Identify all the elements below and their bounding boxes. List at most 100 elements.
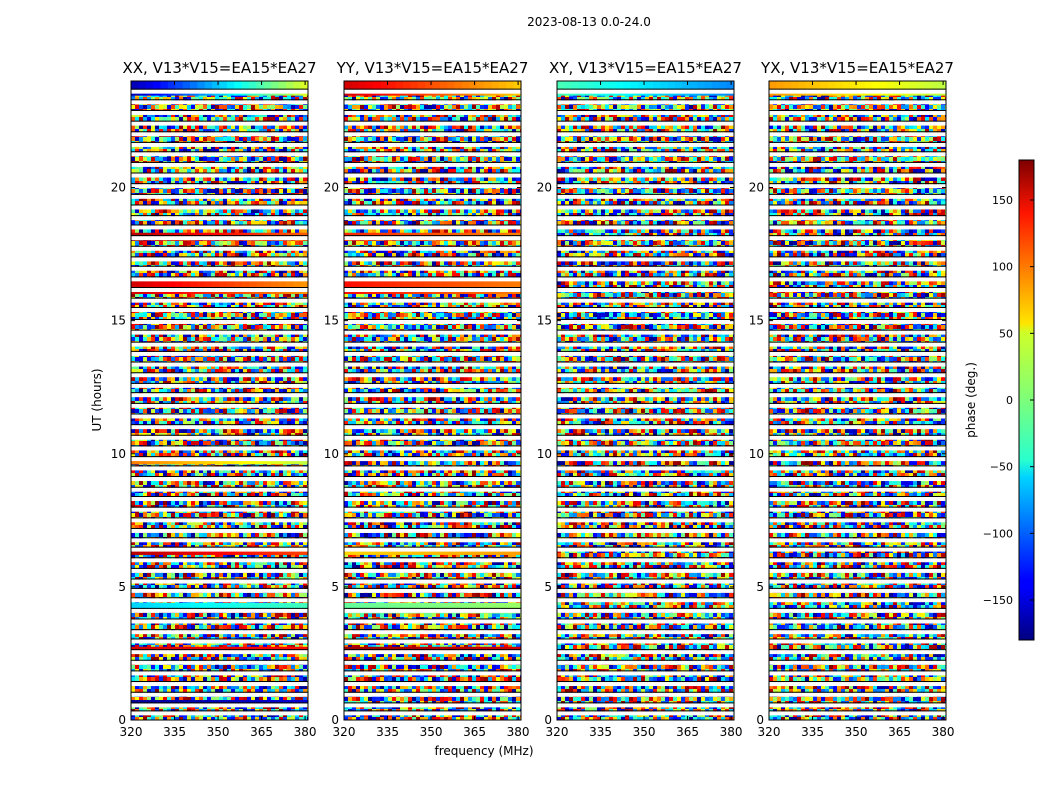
flagged-gap xyxy=(557,477,734,482)
flagged-gap xyxy=(557,351,734,356)
coherent-band-cell xyxy=(300,602,308,611)
flagged-gap xyxy=(344,457,521,462)
flagged-gap xyxy=(769,579,946,584)
flagged-gap xyxy=(557,414,734,419)
flagged-gap xyxy=(344,703,521,708)
flagged-gap xyxy=(344,257,521,262)
flagged-gap xyxy=(131,425,308,430)
coherent-band-cell xyxy=(395,81,404,96)
coherent-band-cell xyxy=(131,602,140,611)
coherent-band-cell xyxy=(498,81,508,96)
flagged-gap xyxy=(557,121,734,126)
flagged-gap xyxy=(131,403,308,408)
coherent-band-cell xyxy=(513,81,521,96)
y-tick-label: 15 xyxy=(537,314,552,328)
flagged-gap xyxy=(769,518,946,523)
flagged-gap xyxy=(131,132,308,137)
flagged-gap xyxy=(769,446,946,451)
coherent-band-cell xyxy=(916,81,925,96)
flagged-gap xyxy=(769,682,946,687)
flagged-gap xyxy=(769,650,946,655)
coherent-band-cell xyxy=(645,81,654,96)
coherent-band-cell xyxy=(820,81,829,96)
flagged-gap xyxy=(131,121,308,126)
coherent-band-cell xyxy=(593,81,603,96)
coherent-band-cell xyxy=(175,602,184,611)
coherent-band-cell xyxy=(285,81,295,96)
coherent-band-cell xyxy=(212,81,221,96)
flagged-gap xyxy=(557,466,734,471)
x-tick-label: 320 xyxy=(333,725,356,739)
y-tick-label: 10 xyxy=(324,447,339,461)
coherent-band-cell xyxy=(652,81,662,96)
flagged-gap xyxy=(131,630,308,635)
flagged-gap xyxy=(131,457,308,462)
flagged-gap xyxy=(557,538,734,543)
coherent-band-cell xyxy=(182,602,191,611)
flagged-gap xyxy=(557,568,734,573)
panels-group: XX, V13*V15=EA15*EA27 320 335 350 365 380 0 5 10… xyxy=(111,59,955,739)
flagged-gap xyxy=(344,558,521,563)
y-tick-label: 20 xyxy=(324,181,339,195)
coherent-band-cell xyxy=(263,81,273,96)
x-tick-label: 365 xyxy=(888,725,911,739)
coherent-band-cell xyxy=(351,81,360,96)
coherent-band-cell xyxy=(167,602,177,611)
flagged-gap xyxy=(557,435,734,440)
flagged-gap xyxy=(557,639,734,644)
colorbar-tick-label: −50 xyxy=(990,461,1013,474)
coherent-band-cell xyxy=(805,81,815,96)
coherent-band-cell xyxy=(682,81,691,96)
flagged-gap xyxy=(131,184,308,189)
x-tick-label: 350 xyxy=(845,725,868,739)
flagged-gap xyxy=(769,100,946,105)
flagged-gap xyxy=(769,703,946,708)
flagged-gap xyxy=(344,100,521,105)
flagged-gap xyxy=(557,630,734,635)
x-tick-label: 365 xyxy=(463,725,486,739)
flagged-gap xyxy=(769,362,946,367)
coherent-band-cell xyxy=(557,81,566,96)
figure-title: 2023-08-13 0.0-24.0 xyxy=(527,15,651,29)
flagged-gap xyxy=(769,216,946,221)
flagged-gap xyxy=(131,579,308,584)
flagged-gap xyxy=(557,288,734,293)
coherent-band-cell xyxy=(190,602,199,611)
coherent-band-cell xyxy=(608,81,617,96)
coherent-band-cell xyxy=(828,81,837,96)
flagged-gap xyxy=(131,466,308,471)
flagged-gap xyxy=(344,568,521,573)
flagged-gap xyxy=(344,608,521,613)
y-tick-label: 0 xyxy=(544,713,552,727)
coherent-band-cell xyxy=(894,81,903,96)
flagged-gap xyxy=(557,319,734,324)
coherent-band-cell xyxy=(131,81,140,96)
colorbar-tick-label: 150 xyxy=(992,194,1013,207)
coherent-band-cell xyxy=(366,81,375,96)
flagged-gap xyxy=(557,446,734,451)
flagged-gap xyxy=(557,703,734,708)
flagged-gap xyxy=(131,660,308,665)
y-tick-label: 10 xyxy=(111,447,126,461)
coherent-band-cell xyxy=(901,81,911,96)
flagged-gap xyxy=(131,671,308,676)
flagged-gap xyxy=(344,660,521,665)
flagged-gap xyxy=(557,257,734,262)
panel-yy: YY, V13*V15=EA15*EA27 320 335 350 365 380 0 5 10… xyxy=(324,59,530,739)
flagged-gap xyxy=(769,660,946,665)
flagged-gap xyxy=(344,414,521,419)
coherent-band-cell xyxy=(798,81,807,96)
coherent-band-cell xyxy=(388,81,397,96)
flagged-gap xyxy=(344,528,521,533)
colorbar-tick-label: 50 xyxy=(999,327,1013,340)
x-tick-label: 380 xyxy=(720,725,743,739)
coherent-band-cell xyxy=(675,81,684,96)
x-tick-label: 365 xyxy=(676,725,699,739)
flagged-gap xyxy=(131,558,308,563)
coherent-band-cell xyxy=(300,81,308,96)
flagged-gap xyxy=(769,205,946,210)
flagged-gap xyxy=(131,477,308,482)
flagged-gap xyxy=(131,246,308,251)
flagged-gap xyxy=(769,277,946,282)
flagged-gap xyxy=(769,393,946,398)
